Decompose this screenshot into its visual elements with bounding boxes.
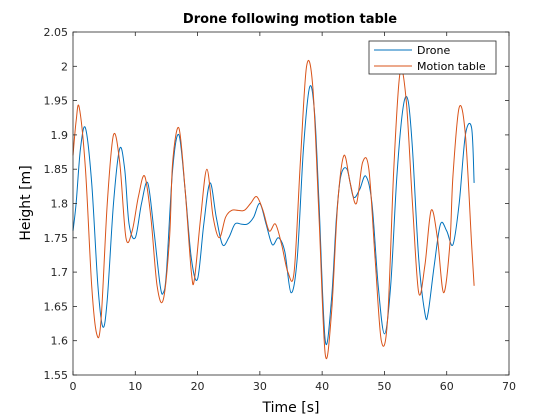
x-tick-label: 10 [128,380,142,393]
axis-ticks: 0 10 20 30 40 50 60 70 1.55 1.6 1.65 1.7 1.75 1.8 1.85… [44,26,517,393]
x-tick-label: 50 [377,380,391,393]
y-tick-label: 1.55 [44,369,69,382]
x-tick-label: 30 [253,380,267,393]
x-tick-label: 60 [440,380,454,393]
y-axis-label: Height [m] [18,165,34,240]
y-tick-label: 2.05 [44,26,69,39]
y-tick-label: 1.95 [44,95,69,108]
legend: Drone Motion table [368,40,497,75]
legend-box [368,40,497,75]
y-tick-label: 1.65 [44,300,69,313]
data-lines [72,60,475,360]
legend-label-motion-table: Motion table [417,60,486,73]
x-tick-label: 20 [191,380,205,393]
x-tick-label: 70 [502,380,516,393]
y-tick-label: 1.8 [51,198,69,211]
plot-area [73,32,509,375]
series-line-drone [72,85,475,345]
plot-frame [72,31,510,376]
x-tick-label: 0 [70,380,77,393]
y-tick-label: 1.75 [44,232,69,245]
y-tick-label: 2 [61,60,68,73]
legend-label-drone: Drone [417,44,450,57]
y-tick-label: 1.85 [44,163,69,176]
y-tick-label: 1.7 [51,266,69,279]
y-tick-label: 1.9 [51,129,69,142]
y-tick-label: 1.6 [51,335,69,348]
series-line-motion-table [72,60,475,360]
x-axis-label: Time [s] [262,400,320,416]
chart-title: Drone following motion table [183,12,397,27]
x-tick-label: 40 [315,380,329,393]
